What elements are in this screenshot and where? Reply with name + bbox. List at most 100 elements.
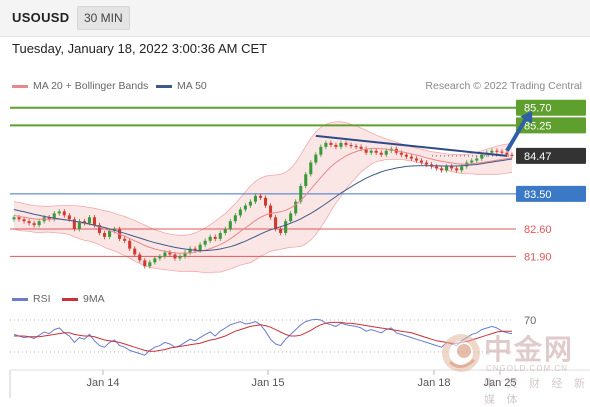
level-label-box: [516, 117, 586, 134]
candle-body: [258, 195, 263, 198]
candle-body: [450, 166, 454, 169]
symbol-label: USOUSD: [12, 10, 70, 25]
level-label-box: [516, 147, 586, 164]
watermark-cn: 中金网: [484, 333, 575, 366]
candle-body: [52, 213, 56, 220]
candle-body: [409, 156, 413, 159]
candle-body: [460, 166, 464, 171]
candle-body: [304, 174, 308, 186]
candle-body: [203, 240, 207, 245]
candle-body: [500, 151, 504, 153]
x-tick-label: Jan 14: [86, 377, 119, 389]
legend-9ma-swatch: [62, 297, 78, 301]
candle-body: [475, 158, 479, 161]
legend-9ma-label: 9MA: [83, 293, 105, 305]
candle-body: [168, 252, 172, 255]
legend-ma20-label: MA 20 + Bollinger Bands: [33, 80, 149, 92]
candle-body: [435, 166, 439, 169]
research-credit: Research © 2022 Trading Central: [425, 80, 582, 92]
candle-body: [47, 217, 51, 220]
candle-body: [233, 215, 237, 222]
projection-arrow: [505, 113, 530, 152]
candle-body: [299, 186, 303, 202]
candle-body: [193, 248, 197, 251]
candle-body: [238, 209, 242, 216]
rsi-level-label: 70: [524, 315, 536, 327]
candle-body: [223, 229, 227, 233]
candle-body: [133, 248, 137, 255]
trendline: [315, 134, 508, 157]
candle-body: [404, 154, 408, 157]
candle-body: [424, 162, 429, 165]
candle-body: [108, 231, 112, 237]
rsi-panel: 70: [10, 315, 536, 356]
level-label-box: [516, 185, 586, 202]
candle-body: [248, 201, 252, 206]
legend-ma20-bb: MA 20 + Bollinger Bands: [12, 80, 148, 92]
level-label: 82.60: [524, 224, 552, 236]
candle-body: [344, 142, 348, 145]
legend-ma20-swatch: [12, 84, 28, 88]
x-tick-label: Jan 18: [417, 377, 450, 389]
x-axis: Jan 14 Jan 15 Jan 18 Jan 25: [9, 369, 590, 398]
candle-body: [495, 150, 499, 152]
interval-button[interactable]: 30 MIN: [77, 6, 130, 30]
candle-body: [359, 146, 363, 149]
candle-body: [72, 219, 76, 230]
candle-body: [349, 144, 353, 147]
candle-body: [67, 215, 71, 220]
candle-body: [399, 152, 403, 155]
candle-body: [153, 258, 157, 263]
candle-body: [208, 236, 212, 241]
candle-body: [243, 205, 247, 210]
candle-body: [374, 150, 378, 153]
candle-body: [309, 162, 313, 175]
candle-body: [22, 219, 26, 222]
candle-body: [324, 142, 328, 147]
candle-body: [384, 150, 388, 155]
candle-body: [62, 211, 66, 216]
candle-body: [314, 154, 318, 163]
candle-body: [369, 150, 373, 153]
candle-body: [289, 213, 293, 222]
rsi-line: [13, 318, 513, 356]
candle-body: [173, 254, 177, 259]
candle-body: [284, 221, 288, 233]
projection-arrowhead: [520, 110, 533, 124]
legend-ma50-swatch: [156, 84, 172, 88]
bb-upper-line: [13, 121, 513, 236]
legend-rsi-swatch: [12, 297, 28, 301]
ma20-line: [13, 147, 513, 254]
watermark-url: CNGOLD.COM.CN: [486, 364, 568, 373]
watermark-logo-icon: [442, 334, 480, 372]
candle-body: [480, 154, 484, 159]
header-bar: USOUSD 30 MIN: [0, 0, 590, 37]
level-label: 83.50: [524, 189, 552, 201]
candle-body: [198, 244, 202, 251]
ma50-line: [13, 158, 513, 252]
candle-body: [178, 256, 182, 259]
level-label: 85.25: [524, 120, 552, 132]
candle-body: [228, 221, 232, 230]
candle-body: [163, 252, 167, 257]
rsi-ma9-line: [14, 321, 512, 352]
candle-body: [218, 232, 222, 239]
candle-body: [183, 252, 187, 257]
candle-body: [128, 240, 132, 249]
candle-body: [17, 217, 21, 220]
datetime-label: Tuesday, January 18, 2022 3:00:36 AM CET: [12, 41, 268, 56]
candle-body: [445, 166, 449, 171]
candle-body: [82, 221, 86, 224]
candle-body: [419, 160, 423, 163]
candle-body: [379, 152, 383, 155]
candle-body: [123, 238, 127, 241]
x-tick-label: Jan 15: [251, 377, 284, 389]
level-label-box: [516, 99, 586, 116]
candle-body: [103, 232, 107, 237]
candle-body: [269, 205, 273, 218]
legend-ma50: MA 50: [156, 80, 207, 92]
legend-9ma: 9MA: [62, 293, 105, 305]
candle-body: [158, 256, 162, 259]
